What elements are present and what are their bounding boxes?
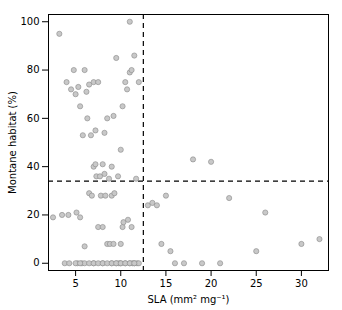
svg-text:20: 20 <box>27 209 40 220</box>
svg-text:20: 20 <box>205 278 218 289</box>
svg-text:40: 40 <box>27 161 40 172</box>
svg-text:30: 30 <box>295 278 308 289</box>
svg-text:25: 25 <box>250 278 263 289</box>
svg-text:10: 10 <box>114 278 127 289</box>
svg-text:60: 60 <box>27 113 40 124</box>
svg-text:0: 0 <box>33 257 39 268</box>
svg-text:100: 100 <box>20 16 39 27</box>
svg-text:5: 5 <box>72 278 78 289</box>
svg-text:15: 15 <box>160 278 173 289</box>
svg-text:SLA (mm² mg⁻¹): SLA (mm² mg⁻¹) <box>147 294 229 305</box>
svg-text:Montane habitat (%): Montane habitat (%) <box>7 91 18 194</box>
svg-text:80: 80 <box>27 64 40 75</box>
